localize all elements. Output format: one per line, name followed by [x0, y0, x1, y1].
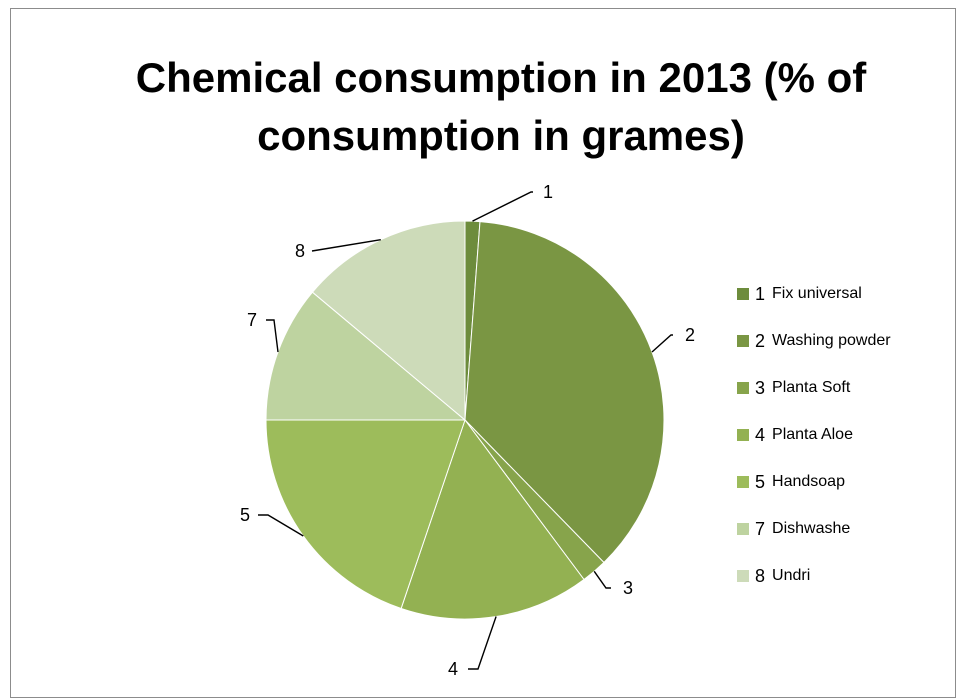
slice-label-2: 2 [685, 325, 695, 345]
legend-id-4: 4 [755, 424, 766, 445]
legend-label-3: Planta Soft [772, 379, 851, 396]
pie-slice-2 [464, 221, 665, 564]
legend-id-3: 3 [755, 377, 766, 398]
legend-item-4: 4 Planta Aloe [737, 423, 853, 447]
legend-item-2: 2 Washing powder [737, 329, 891, 353]
slice-label-7: 7 [247, 310, 257, 330]
legend-id-7: 7 [755, 518, 766, 539]
slice-label-3: 3 [623, 578, 633, 598]
pie-slice-4 [400, 418, 585, 620]
legend-item-1: 1 Fix universal [737, 282, 862, 306]
chart-legend: 1 Fix universal 2 Washing powder 3 Planta Sof… [737, 282, 957, 602]
legend-id-8: 8 [755, 565, 766, 586]
legend-item-3: 3 Planta Soft [737, 376, 850, 400]
legend-swatch-4 [737, 429, 749, 441]
legend-label-4: Planta Aloe [772, 426, 853, 443]
legend-label-5: Handsoap [772, 473, 845, 490]
legend-item-7: 7 Dishwashe [737, 517, 850, 541]
leader-line-5 [258, 514, 304, 537]
legend-id-1: 1 [755, 283, 766, 304]
chart-title: Chemical consumption in 2013 (% of consu… [135, 54, 867, 159]
legend-label-2: Washing powder [772, 332, 891, 349]
legend-label-1: Fix universal [772, 285, 862, 302]
leader-line-3 [593, 570, 611, 589]
slice-label-8: 8 [295, 241, 305, 261]
legend-swatch-1 [737, 288, 749, 300]
pie-chart: 1 2 3 4 5 7 8 [240, 182, 695, 679]
legend-label-7: Dishwashe [772, 520, 851, 537]
slice-label-1: 1 [543, 182, 553, 202]
leader-line-2 [651, 334, 673, 353]
legend-id-5: 5 [755, 471, 766, 492]
chart-frame: Chemical consumption in 2013 (% of consu… [10, 8, 956, 698]
leader-line-1 [472, 191, 533, 222]
pie-slice-8 [311, 220, 466, 422]
legend-item-5: 5 Handsoap [737, 470, 845, 494]
leader-line-7 [266, 319, 279, 353]
legend-item-8: 8 Undri [737, 564, 810, 588]
legend-swatch-8 [737, 570, 749, 582]
leader-line-4 [468, 616, 497, 670]
legend-swatch-7 [737, 523, 749, 535]
legend-id-2: 2 [755, 330, 766, 351]
legend-label-8: Undri [772, 567, 811, 584]
leader-line-8 [311, 239, 381, 252]
slice-label-5: 5 [240, 505, 250, 525]
legend-swatch-2 [737, 335, 749, 347]
legend-swatch-3 [737, 382, 749, 394]
legend-swatch-5 [737, 476, 749, 488]
slice-label-4: 4 [448, 659, 458, 679]
